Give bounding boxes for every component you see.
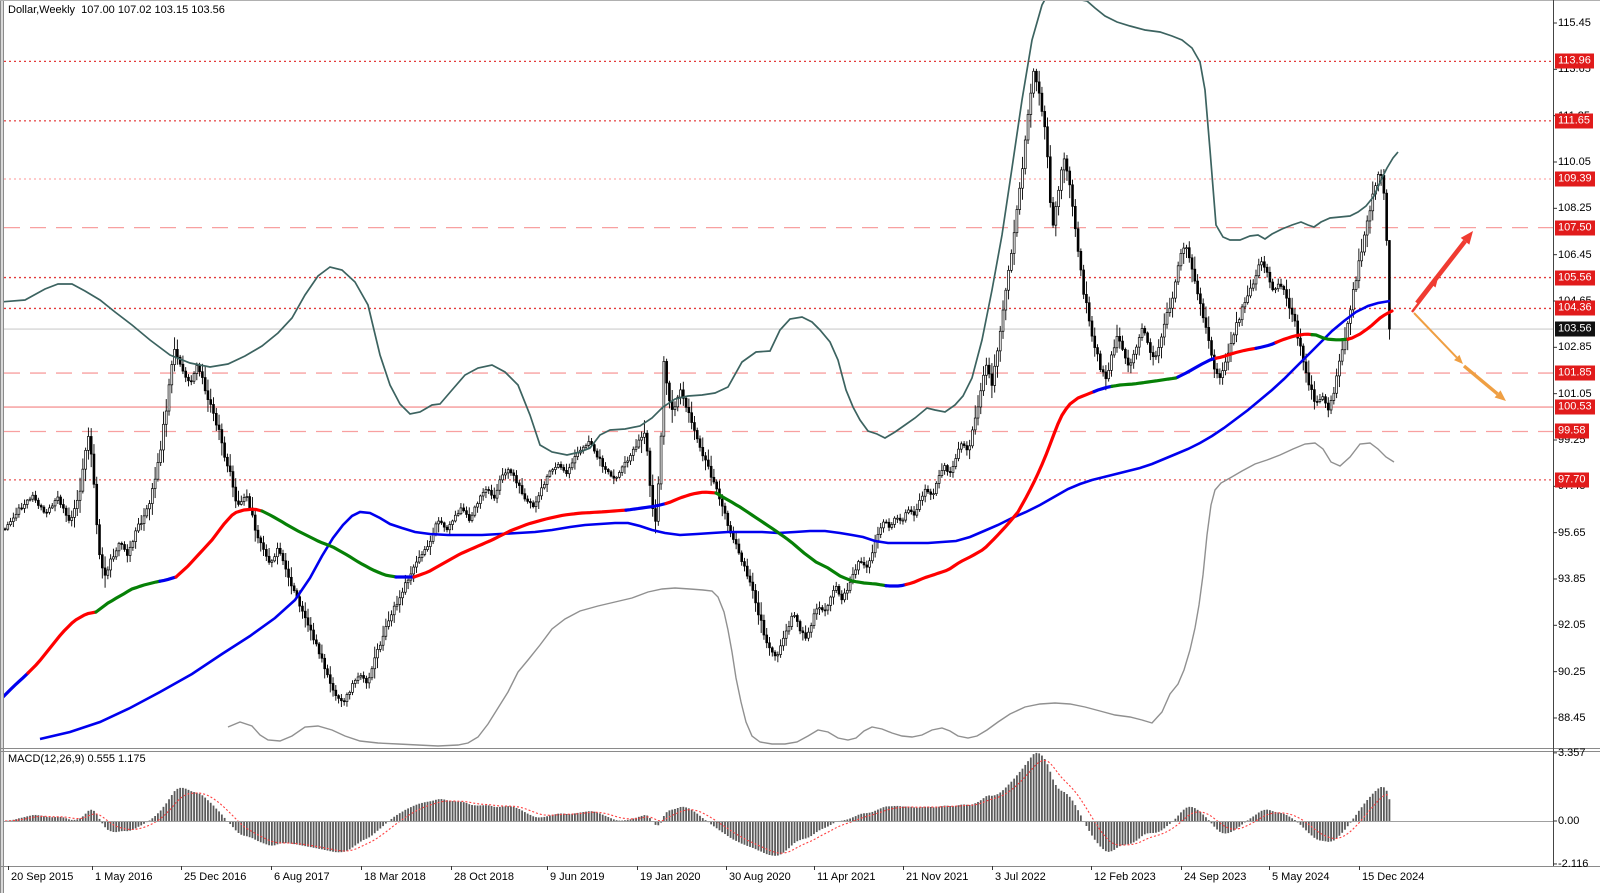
fast-ma-segment — [664, 490, 718, 506]
fast-ma-segment — [94, 579, 162, 614]
price-tick-label: 106.45 — [1558, 248, 1592, 261]
macd-axis-label: 3.357 — [1558, 746, 1586, 759]
date-tick-label: 3 Jul 2022 — [995, 871, 1046, 883]
fast-ma-segment — [260, 509, 398, 579]
fast-ma-segment — [26, 610, 98, 675]
price-tick-label: 108.25 — [1558, 202, 1592, 215]
date-tick-label: 15 Dec 2024 — [1362, 871, 1425, 883]
symbol-info-line: Dollar,Weekly 107.00 107.02 103.15 103.5… — [8, 4, 225, 16]
fast-ma-segment — [1254, 340, 1278, 350]
level-badge: 105.56 — [1555, 270, 1595, 286]
level-badge: 111.65 — [1555, 113, 1594, 129]
date-tick-label: 19 Jan 2020 — [640, 871, 701, 883]
level-badge: 107.50 — [1555, 220, 1595, 236]
fast-ma-segment — [1274, 332, 1314, 345]
fast-ma-segment — [1310, 333, 1350, 342]
trend-arrow-up-major[interactable] — [1415, 231, 1473, 305]
lower-band-line — [227, 442, 1395, 747]
price-tick-label: 88.45 — [1558, 711, 1586, 724]
fast-ma-segment — [624, 501, 668, 512]
date-tick-label: 11 Apr 2021 — [817, 871, 876, 883]
upper-band-line — [4, 1, 1399, 456]
slow-ma-line — [39, 299, 1391, 741]
fast-ma-segment — [1346, 309, 1394, 341]
date-tick-label: 5 May 2024 — [1272, 871, 1330, 883]
price-tick-label: 95.65 — [1558, 526, 1586, 539]
fast-ma-segment — [884, 582, 908, 588]
level-badge: 109.39 — [1555, 171, 1595, 187]
macd-info-line: MACD(12,26,9) 0.555 1.175 — [8, 753, 146, 765]
left-gutter — [0, 0, 4, 893]
fast-ma-segment — [158, 575, 178, 583]
price-tick-label: 93.85 — [1558, 572, 1586, 585]
macd-axis-label: -2.116 — [1558, 857, 1589, 870]
level-badge: 113.96 — [1555, 53, 1594, 69]
macd-panel[interactable] — [4, 752, 1391, 856]
date-tick-label: 21 Nov 2021 — [906, 871, 969, 883]
date-tick-label: 25 Dec 2016 — [184, 871, 247, 883]
date-tick-label: 24 Sep 2023 — [1184, 871, 1247, 883]
candles-layer — [4, 68, 1391, 708]
date-tick-label: 12 Feb 2023 — [1094, 871, 1156, 883]
date-tick-label: 1 May 2016 — [95, 871, 153, 883]
date-tick-label: 18 Mar 2018 — [364, 871, 426, 883]
fast-ma-segment — [714, 491, 888, 588]
main-chart-panel[interactable] — [0, 0, 1553, 747]
macd-histogram — [6, 752, 1391, 856]
price-tick-label: 115.45 — [1558, 17, 1591, 29]
date-tick-label: 9 Jun 2019 — [550, 871, 605, 883]
price-tick-label: 90.25 — [1558, 665, 1586, 678]
level-badge: 101.85 — [1555, 365, 1595, 381]
level-badge: 104.36 — [1555, 300, 1595, 316]
trend-arrow-down-major[interactable] — [1462, 364, 1506, 401]
level-badge: 99.58 — [1555, 423, 1589, 439]
fast-ma-segment — [1110, 375, 1180, 388]
price-tick-label: 101.05 — [1558, 387, 1592, 400]
current-price-badge: 103.56 — [1555, 321, 1595, 337]
fast-ma-segment — [4, 671, 30, 699]
fast-ma-segment — [904, 390, 1096, 587]
fast-ma-segment — [1092, 384, 1114, 394]
macd-axis-label: 0.00 — [1558, 815, 1580, 827]
date-tick-label: 28 Oct 2018 — [454, 871, 514, 883]
price-tick-label: 110.05 — [1558, 155, 1591, 168]
date-tick-label: 20 Sep 2015 — [11, 871, 74, 883]
trend-arrow-down-minor[interactable] — [1413, 312, 1463, 364]
date-tick-label: 6 Aug 2017 — [274, 871, 330, 883]
price-tick-label: 102.85 — [1558, 341, 1592, 354]
date-tick-label: 30 Aug 2020 — [729, 871, 791, 883]
fast-ma-segment — [174, 507, 264, 579]
fast-ma-segment — [1214, 346, 1258, 360]
macd-signal-line — [4, 759, 1390, 854]
fast-ma-segment — [1176, 356, 1218, 379]
fast-ma-segment — [412, 508, 628, 579]
level-badge: 97.70 — [1555, 472, 1589, 488]
price-tick-label: 92.05 — [1558, 619, 1586, 632]
level-badge: 100.53 — [1555, 399, 1595, 415]
